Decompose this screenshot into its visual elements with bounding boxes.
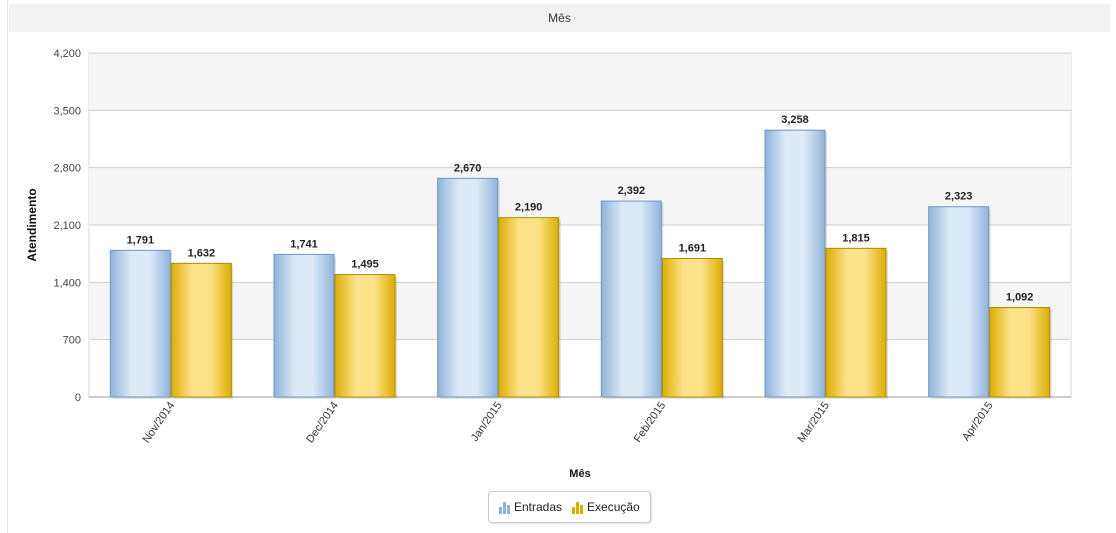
y-tick-label: 0 [75,392,81,404]
x-tick-label: Mar/2015 [795,400,831,445]
data-label-execucao: 2,190 [515,202,543,214]
data-label-execucao: 1,495 [351,259,379,271]
bar-entradas [928,206,990,398]
data-label-entradas: 2,392 [618,185,646,197]
data-label-entradas: 1,791 [127,234,155,246]
data-label-entradas: 1,741 [290,238,318,250]
x-tick-label: Apr/2015 [960,400,995,443]
execucao-bar-chart-icon [572,500,584,514]
plot-band [89,167,1071,225]
data-label-entradas: 2,670 [454,162,482,174]
y-axis-title: Atendimento [25,188,39,261]
bar-execucao [170,262,232,398]
data-label-execucao: 1,691 [679,242,707,254]
legend-label-execucao: Execução [587,500,640,514]
bar-execucao [334,274,396,398]
y-tick-label: 1,400 [53,277,81,289]
bar-execucao [989,307,1051,398]
y-tick-label: 3,500 [53,105,81,117]
chart-legend: Entradas Execução [488,491,651,523]
x-axis-title: Mês [569,468,590,480]
y-tick-label: 700 [63,335,81,347]
bar-execucao [661,257,723,398]
bar-entradas [109,249,171,398]
header-title: Mês [548,11,571,25]
x-tick-label: Jan/2015 [469,400,505,444]
x-tick-label: Dec/2014 [304,400,341,445]
data-label-entradas: 3,258 [781,114,809,126]
bar-entradas [764,129,826,398]
legend-item-entradas[interactable]: Entradas [499,500,562,514]
bar-execucao [825,247,887,398]
data-label-execucao: 1,092 [1006,292,1034,304]
legend-item-execucao[interactable]: Execução [572,500,640,514]
data-label-execucao: 1,815 [842,232,870,244]
x-tick-label: Nov/2014 [140,400,177,445]
bar-execucao [498,217,560,398]
entradas-bar-chart-icon [499,500,510,514]
legend-label-entradas: Entradas [514,500,563,514]
plot-band [89,53,1071,111]
data-label-execucao: 1,632 [188,247,216,259]
left-border [7,0,8,533]
chart-header: Mês [9,4,1110,32]
bar-entradas [437,177,499,398]
bar-entradas [273,253,335,398]
y-tick-label: 2,800 [53,163,81,175]
plot-band [89,282,1071,340]
y-tick-label: 2,100 [53,220,81,232]
data-label-entradas: 2,323 [945,191,973,203]
y-tick-label: 4,200 [53,48,81,60]
x-tick-label: Feb/2015 [632,400,668,445]
bar-entradas [600,200,662,398]
